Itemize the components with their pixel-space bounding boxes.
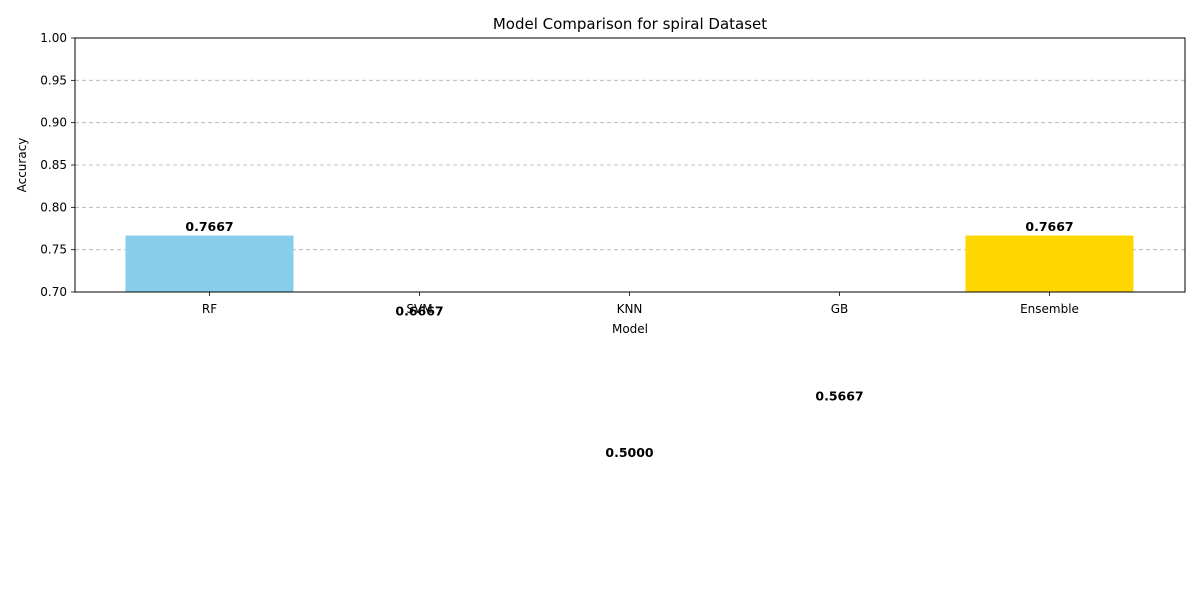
x-axis-ticks: RF SVM KNN GB Ensemble	[202, 292, 1079, 316]
x-tick-label: RF	[202, 302, 217, 316]
y-tick-label: 0.90	[40, 116, 67, 130]
value-labels: 0.7667 0.6667 0.5000 0.5667 0.7667	[185, 219, 1073, 460]
y-tick-label: 0.95	[40, 73, 67, 87]
x-tick-label: GB	[831, 302, 849, 316]
bars	[125, 235, 1134, 292]
value-label: 0.5000	[605, 445, 654, 460]
y-tick-label: 1.00	[40, 31, 67, 45]
value-label: 0.6667	[395, 304, 443, 319]
y-axis-ticks: 0.70 0.75 0.80 0.85 0.90 0.95 1.00	[40, 31, 75, 299]
x-tick-label: SVM	[406, 302, 432, 316]
y-tick-label: 0.75	[40, 243, 67, 257]
value-label: 0.7667	[1025, 219, 1073, 234]
value-label: 0.5667	[815, 388, 863, 403]
value-label: 0.7667	[185, 219, 233, 234]
y-axis-label: Accuracy	[15, 138, 29, 193]
grid-lines	[75, 79, 1185, 251]
x-axis-label: Model	[612, 322, 648, 336]
y-tick-label: 0.80	[40, 200, 67, 214]
chart-title: Model Comparison for spiral Dataset	[493, 15, 767, 33]
x-tick-label: KNN	[617, 302, 643, 316]
y-tick-label: 0.85	[40, 158, 67, 172]
x-tick-label: Ensemble	[1020, 302, 1079, 316]
bar-rf	[125, 235, 294, 292]
bar-ensemble	[965, 235, 1134, 292]
y-tick-label: 0.70	[40, 285, 67, 299]
